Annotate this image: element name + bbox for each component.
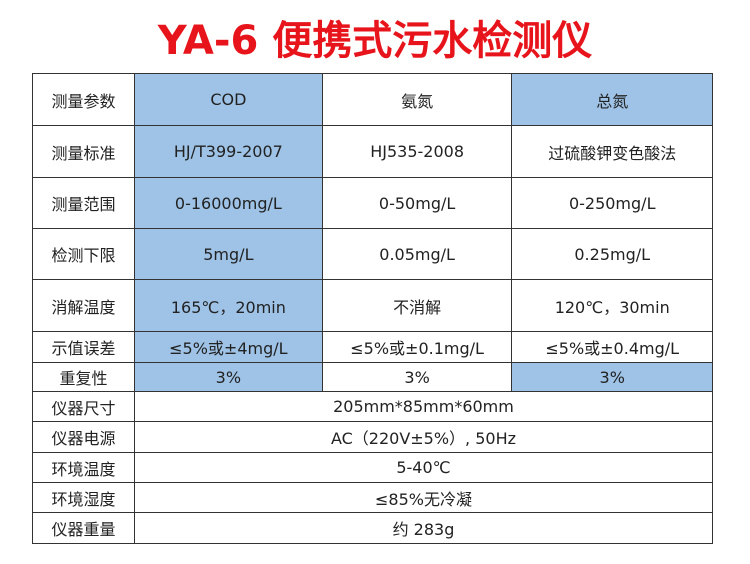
row-label: 环境温度 (32, 452, 135, 483)
cell: ≤5%或±0.4mg/L (511, 331, 713, 363)
cell: 0-16000mg/L (133, 177, 323, 229)
cell: 3% (321, 362, 513, 392)
cell: 165℃，20min (133, 279, 323, 332)
table-row: 测量参数 COD 氨氮 总氮 (32, 73, 713, 126)
row-label: 测量标准 (32, 125, 135, 178)
cell: 约 283g (133, 512, 714, 544)
row-label: 测量参数 (32, 73, 135, 126)
row-label: 仪器尺寸 (32, 391, 135, 422)
cell: 0.25mg/L (511, 228, 713, 280)
table-row: 测量标准 HJ/T399-2007 HJ535-2008 过硫酸钾变色酸法 (32, 125, 713, 178)
row-label: 消解温度 (32, 279, 135, 332)
table-row: 示值误差 ≤5%或±4mg/L ≤5%或±0.1mg/L ≤5%或±0.4mg/L (32, 331, 713, 363)
cell: 总氮 (511, 73, 713, 126)
cell: 0-250mg/L (511, 177, 713, 229)
cell: HJ535-2008 (321, 125, 513, 178)
row-label: 示值误差 (32, 331, 135, 363)
cell: ≤5%或±0.1mg/L (321, 331, 513, 363)
table-row: 仪器重量约 283g (32, 512, 714, 544)
table-row: 测量范围 0-16000mg/L 0-50mg/L 0-250mg/L (32, 177, 713, 229)
row-label: 测量范围 (32, 177, 135, 229)
table-row: 环境湿度 ≤85%无冷凝 (32, 482, 714, 513)
row-label: 仪器电源 (32, 421, 135, 453)
cell: 氨氮 (321, 73, 513, 126)
title: YA-6 便携式污水检测仪 (157, 18, 593, 64)
cell: 0.05mg/L (321, 228, 513, 280)
cell: 3% (511, 362, 713, 392)
cell: 5-40℃ (133, 452, 714, 483)
row-label: 重复性 (32, 362, 135, 392)
cell: 不消解 (321, 279, 513, 332)
cell: 5mg/L (133, 228, 323, 280)
table-row: 重复性 3% 3% 3% (32, 362, 713, 392)
table-row: 环境温度 5-40℃ (32, 452, 714, 483)
cell: 205mm*85mm*60mm (133, 391, 714, 422)
row-label: 仪器重量 (32, 512, 135, 544)
cell: HJ/T399-2007 (133, 125, 323, 178)
cell: AC（220V±5%）, 50Hz (133, 421, 714, 453)
cell: 120℃，30min (511, 279, 713, 332)
table-row: 仪器尺寸 205mm*85mm*60mm (32, 391, 714, 422)
cell: ≤85%无冷凝 (133, 482, 714, 513)
cell: 过硫酸钾变色酸法 (511, 125, 713, 178)
cell: 0-50mg/L (321, 177, 513, 229)
cell: COD (133, 73, 323, 126)
table-row: 消解温度 165℃，20min 不消解 120℃，30min (32, 279, 713, 332)
cell: 3% (133, 362, 323, 392)
row-label: 检测下限 (32, 228, 135, 280)
row-label: 环境湿度 (32, 482, 135, 513)
table-row: 检测下限 5mg/L 0.05mg/L 0.25mg/L (32, 228, 713, 280)
spec-table: 测量参数 COD 氨氮 总氮 测量标准 HJ/T399-2007 HJ535-2008 过硫酸… (32, 73, 714, 544)
cell: ≤5%或±4mg/L (133, 331, 323, 363)
table-row: 仪器电源 AC（220V±5%）, 50Hz (32, 421, 714, 453)
